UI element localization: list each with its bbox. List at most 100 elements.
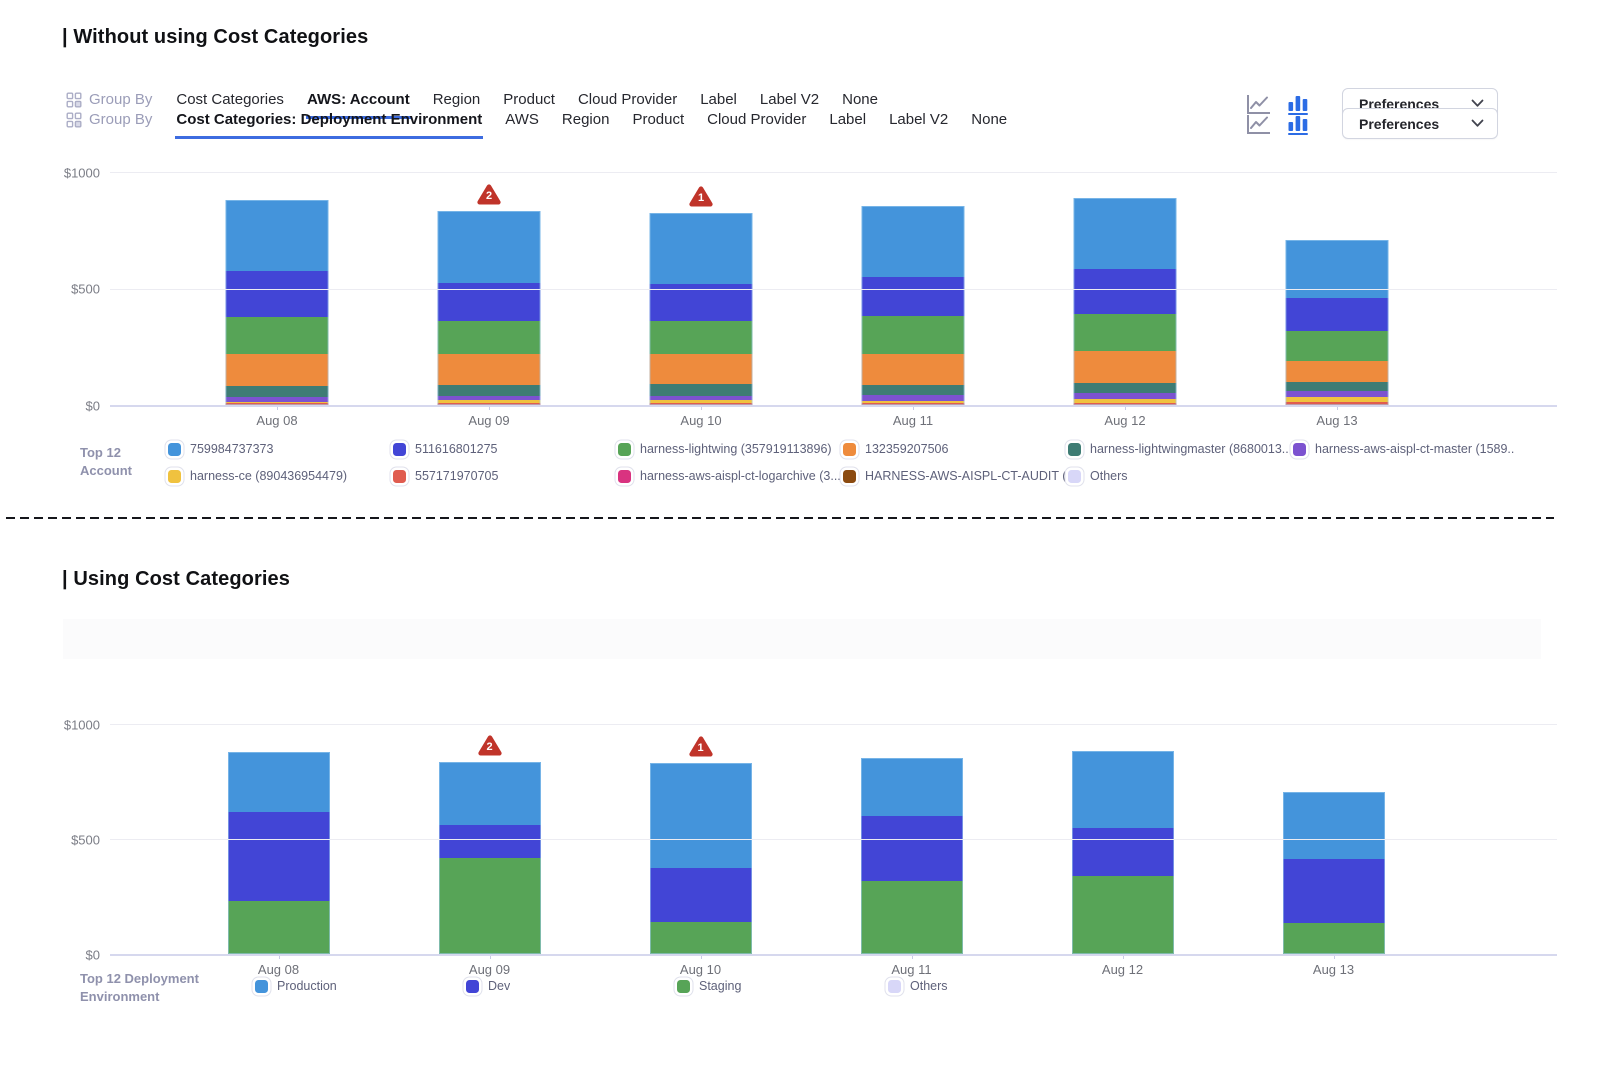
bar-segment-511616801275[interactable] bbox=[649, 284, 753, 321]
bar-segment-harness-aws-aispl-ct-master-1589[interactable] bbox=[1073, 393, 1177, 399]
tab-label-v2[interactable]: Label V2 bbox=[759, 91, 820, 108]
anomaly-badge[interactable]: 1 bbox=[688, 735, 713, 757]
tab-label-v2[interactable]: Label V2 bbox=[889, 111, 949, 128]
bar-segment-harness-aws-aispl-ct-master-1589[interactable] bbox=[861, 395, 965, 401]
bar-segment-harness-lightwing-357919113896[interactable] bbox=[649, 320, 753, 355]
bar-segment-production[interactable] bbox=[227, 751, 330, 813]
bar-segment-557171970705[interactable] bbox=[1285, 401, 1389, 405]
bar-segment-harness-ce-890436954479[interactable] bbox=[1285, 396, 1389, 402]
bar-segment-harness-ce-890436954479[interactable] bbox=[437, 400, 541, 404]
line-chart-toggle-icon[interactable] bbox=[1246, 93, 1272, 115]
bar-segment-harness-lightwing-357919113896[interactable] bbox=[225, 317, 329, 354]
tab-cost-categories[interactable]: Cost Categories bbox=[176, 91, 284, 108]
stacked-bar-aug-08[interactable] bbox=[227, 724, 330, 954]
bar-segment-harness-lightwing-357919113896[interactable] bbox=[1285, 330, 1389, 361]
bar-segment-harness-lightwingmaster-8680013[interactable] bbox=[649, 384, 753, 396]
stacked-bar-aug-08[interactable] bbox=[225, 172, 329, 405]
bar-segment-511616801275[interactable] bbox=[1285, 298, 1389, 331]
bar-segment-harness-lightwing-357919113896[interactable] bbox=[861, 316, 965, 355]
tab-product[interactable]: Product bbox=[632, 111, 685, 128]
bar-segment-511616801275[interactable] bbox=[225, 270, 329, 318]
bar-segment-511616801275[interactable] bbox=[861, 276, 965, 317]
tab-product[interactable]: Product bbox=[503, 91, 555, 108]
stacked-bar-aug-10[interactable] bbox=[649, 724, 752, 954]
stacked-bar-aug-11[interactable] bbox=[860, 724, 963, 954]
bar-segment-harness-lightwingmaster-8680013[interactable] bbox=[1073, 382, 1177, 394]
bar-segment-staging[interactable] bbox=[649, 922, 752, 954]
bar-segment-557171970705[interactable] bbox=[861, 402, 965, 405]
tab-region[interactable]: Region bbox=[432, 91, 481, 108]
tab-label[interactable]: Label bbox=[700, 91, 737, 108]
bar-segment-132359207506[interactable] bbox=[1073, 351, 1177, 383]
bar-segment-dev[interactable] bbox=[227, 812, 330, 901]
bar-segment-557171970705[interactable] bbox=[1073, 402, 1177, 405]
bar-segment-production[interactable] bbox=[649, 763, 752, 868]
bar-segment-dev[interactable] bbox=[1071, 827, 1174, 876]
stacked-bar-aug-11[interactable] bbox=[861, 172, 965, 405]
bar-segment-staging[interactable] bbox=[860, 881, 963, 954]
bar-segment-132359207506[interactable] bbox=[649, 354, 753, 385]
bar-segment-dev[interactable] bbox=[860, 816, 963, 882]
bar-segment-132359207506[interactable] bbox=[861, 354, 965, 386]
anomaly-badge[interactable]: 1 bbox=[689, 185, 713, 207]
bar-segment-harness-lightwing-357919113896[interactable] bbox=[437, 320, 541, 355]
bar-segment-dev[interactable] bbox=[649, 867, 752, 923]
bar-segment-759984737373[interactable] bbox=[437, 211, 541, 283]
bar-segment-132359207506[interactable] bbox=[1285, 360, 1389, 382]
tab-none[interactable]: None bbox=[842, 91, 878, 108]
bar-segment-759984737373[interactable] bbox=[649, 212, 753, 285]
tab-cost-categories-deployment-environment[interactable]: Cost Categories: Deployment Environment bbox=[175, 108, 484, 139]
bar-segment-harness-ce-890436954479[interactable] bbox=[225, 401, 329, 404]
preferences-button[interactable]: Preferences bbox=[1342, 108, 1498, 139]
bar-segment-132359207506[interactable] bbox=[437, 354, 541, 386]
bar-segment-dev[interactable] bbox=[1282, 859, 1385, 923]
anomaly-badge[interactable]: 2 bbox=[477, 183, 501, 205]
bar-chart-toggle-icon[interactable] bbox=[1287, 113, 1309, 135]
bar-segment-staging[interactable] bbox=[1071, 875, 1174, 954]
tab-region[interactable]: Region bbox=[561, 111, 610, 128]
bar-segment-harness-lightwingmaster-8680013[interactable] bbox=[1285, 381, 1389, 391]
stacked-bar-aug-12[interactable] bbox=[1073, 172, 1177, 405]
bar-chart-toggle-icon[interactable] bbox=[1287, 93, 1309, 115]
bar-segment-harness-lightwing-357919113896[interactable] bbox=[1073, 313, 1177, 352]
x-axis-label: Aug 10 bbox=[680, 413, 722, 428]
bar-segment-production[interactable] bbox=[438, 761, 541, 825]
bar-segment-harness-aws-aispl-ct-master-1589[interactable] bbox=[225, 397, 329, 402]
tab-none[interactable]: None bbox=[971, 111, 1008, 128]
bar-segment-759984737373[interactable] bbox=[1285, 240, 1389, 299]
bar-segment-harness-lightwingmaster-8680013[interactable] bbox=[861, 385, 965, 396]
bar-segment-harness-ce-890436954479[interactable] bbox=[649, 400, 753, 404]
stacked-bar-aug-10[interactable] bbox=[649, 172, 753, 405]
tab-label[interactable]: Label bbox=[829, 111, 867, 128]
bar-segment-harness-aws-aispl-ct-master-1589[interactable] bbox=[1285, 390, 1389, 397]
bar-segment-harness-lightwingmaster-8680013[interactable] bbox=[225, 385, 329, 398]
bar-segment-production[interactable] bbox=[1282, 792, 1385, 860]
bar-segment-759984737373[interactable] bbox=[225, 199, 329, 271]
bar-segment-harness-lightwingmaster-8680013[interactable] bbox=[437, 385, 541, 397]
bar-segment-759984737373[interactable] bbox=[1073, 198, 1177, 270]
bar-segment-harness-ce-890436954479[interactable] bbox=[861, 400, 965, 403]
tab-cloud-provider[interactable]: Cloud Provider bbox=[707, 111, 807, 128]
bar-segment-harness-aws-aispl-ct-master-1589[interactable] bbox=[437, 396, 541, 401]
stacked-bar-aug-13[interactable] bbox=[1285, 172, 1389, 405]
bar-segment-production[interactable] bbox=[860, 758, 963, 817]
bar-segment-staging[interactable] bbox=[1282, 922, 1385, 954]
bar-segment-staging[interactable] bbox=[438, 858, 541, 954]
bar-segment-132359207506[interactable] bbox=[225, 353, 329, 386]
stacked-bar-aug-12[interactable] bbox=[1071, 724, 1174, 954]
anomaly-badge[interactable]: 2 bbox=[477, 734, 502, 756]
bar-segment-dev[interactable] bbox=[438, 824, 541, 859]
stacked-bar-aug-13[interactable] bbox=[1282, 724, 1385, 954]
bar-segment-production[interactable] bbox=[1071, 750, 1174, 828]
tab-aws[interactable]: AWS bbox=[505, 111, 539, 128]
tab-cloud-provider[interactable]: Cloud Provider bbox=[577, 91, 678, 108]
legend-title-line: Top 12 Deployment bbox=[80, 971, 199, 986]
line-chart-toggle-icon[interactable] bbox=[1246, 113, 1272, 135]
bar-segment-harness-ce-890436954479[interactable] bbox=[1073, 398, 1177, 403]
bar-segment-harness-aws-aispl-ct-master-1589[interactable] bbox=[649, 395, 753, 401]
stacked-bar-aug-09[interactable] bbox=[438, 724, 541, 954]
bar-segment-511616801275[interactable] bbox=[1073, 269, 1177, 314]
tab-aws-account[interactable]: AWS: Account bbox=[305, 88, 411, 119]
bar-segment-759984737373[interactable] bbox=[861, 205, 965, 277]
bar-segment-staging[interactable] bbox=[227, 900, 330, 954]
